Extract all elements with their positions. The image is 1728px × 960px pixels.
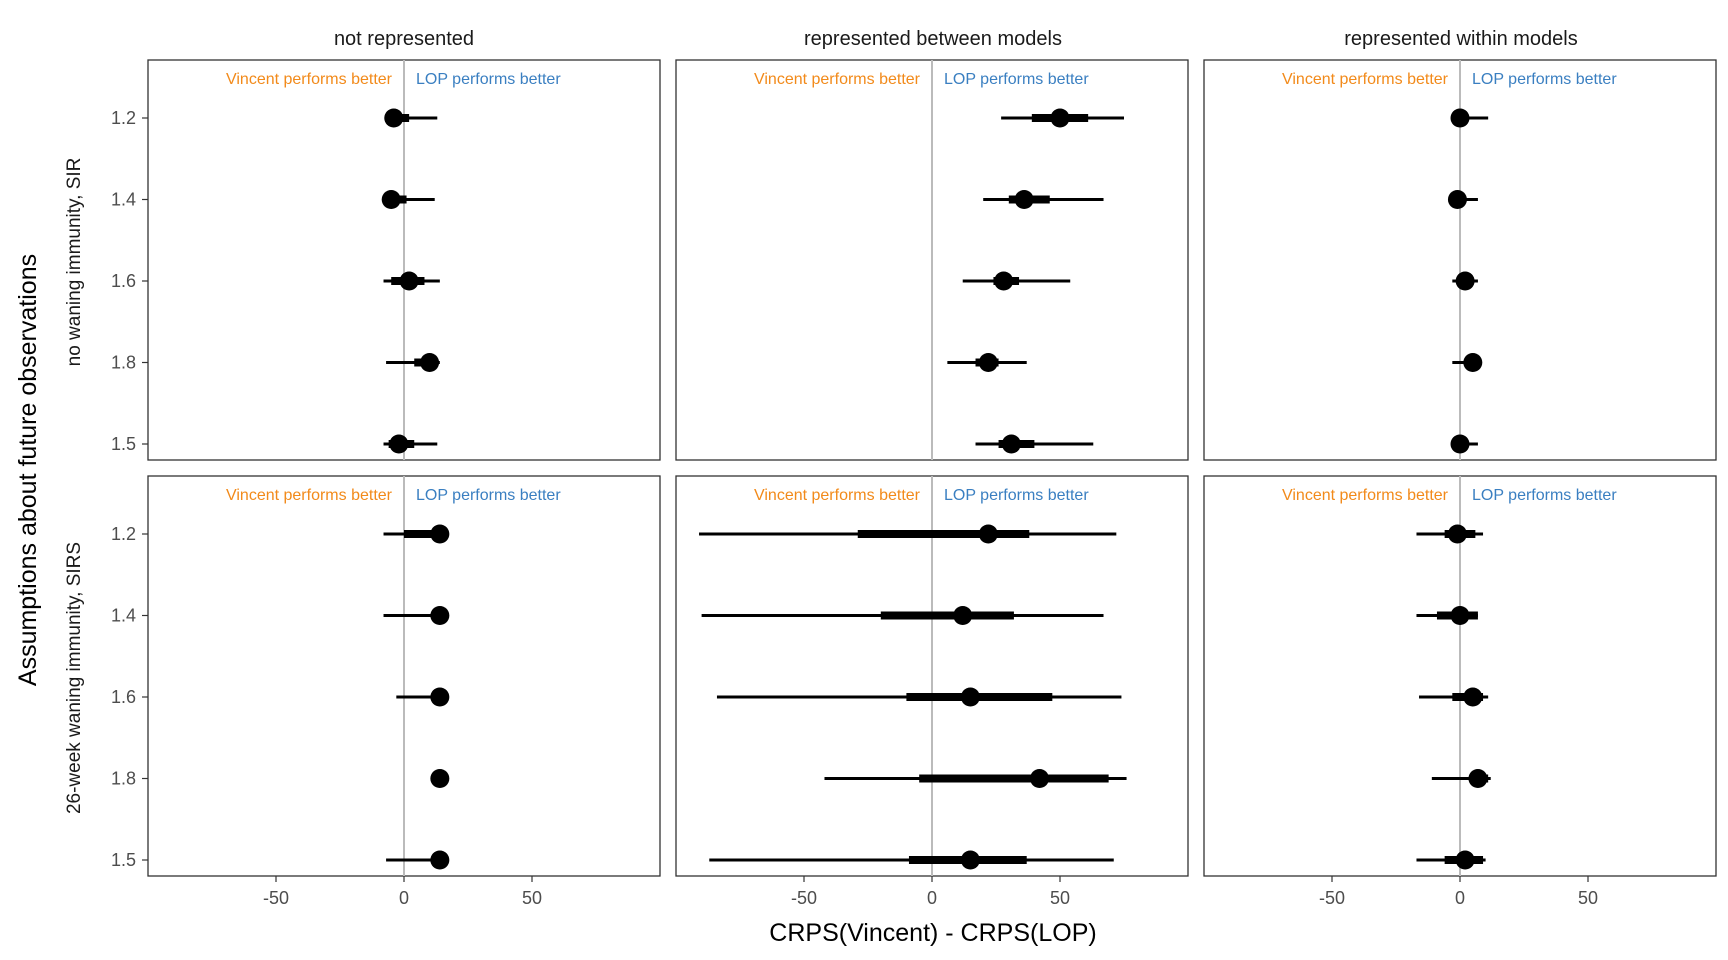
annotation-vincent-better: Vincent performs better (226, 71, 393, 88)
median-point (1448, 525, 1467, 544)
y-tick-label: 1.4 (111, 190, 136, 210)
panel-r0-c2: Vincent performs better LOP performs bett… (1204, 60, 1716, 460)
annotation-lop-better: LOP performs better (416, 487, 561, 504)
x-axis-title: CRPS(Vincent) - CRPS(LOP) (769, 919, 1096, 947)
median-point (400, 272, 419, 291)
median-point (1451, 109, 1470, 128)
annotation-lop-better: LOP performs better (1472, 487, 1617, 504)
y-tick-label: 1.6 (111, 271, 136, 291)
panel-r1-c1: Vincent performs better LOP performs bett… (676, 476, 1188, 908)
annotation-lop-better: LOP performs better (416, 71, 561, 88)
annotation-vincent-better: Vincent performs better (1282, 71, 1449, 88)
median-point (430, 525, 449, 544)
median-point (979, 525, 998, 544)
median-point (1456, 272, 1475, 291)
x-tick-label: 50 (522, 888, 542, 908)
median-point (1463, 353, 1482, 372)
y-tick-label: 1.2 (111, 524, 136, 544)
median-point (1451, 606, 1470, 625)
median-point (430, 688, 449, 707)
y-axis-title: Assumptions about future observations (14, 254, 42, 686)
annotation-vincent-better: Vincent performs better (1282, 487, 1449, 504)
median-point (1451, 435, 1470, 454)
annotation-vincent-better: Vincent performs better (754, 487, 921, 504)
median-point (994, 272, 1013, 291)
x-tick-label: -50 (1319, 888, 1345, 908)
x-tick-label: 50 (1578, 888, 1598, 908)
column-title-not-represented: not represented (334, 28, 474, 50)
median-point (1030, 769, 1049, 788)
median-point (953, 606, 972, 625)
row-title-sir: no waning immunity, SIR (64, 158, 85, 367)
x-tick-label: 50 (1050, 888, 1070, 908)
y-tick-label: 1.5 (111, 434, 136, 454)
median-point (1002, 435, 1021, 454)
panel-r0-c0: Vincent performs better LOP performs bett… (111, 60, 660, 460)
y-tick-label: 1.8 (111, 353, 136, 373)
column-title-within-models: represented within models (1344, 28, 1577, 50)
annotation-lop-better: LOP performs better (944, 487, 1089, 504)
y-tick-label: 1.4 (111, 606, 136, 626)
y-tick-label: 1.5 (111, 850, 136, 870)
median-point (1463, 688, 1482, 707)
x-tick-label: -50 (263, 888, 289, 908)
median-point (430, 851, 449, 870)
annotation-lop-better: LOP performs better (1472, 71, 1617, 88)
x-tick-label: 0 (399, 888, 409, 908)
median-point (430, 769, 449, 788)
median-point (1468, 769, 1487, 788)
median-point (979, 353, 998, 372)
row-title-sirs: 26-week waning immunity, SIRS (64, 542, 85, 814)
x-tick-label: 0 (1455, 888, 1465, 908)
column-title-between-models: represented between models (804, 28, 1062, 50)
median-point (961, 688, 980, 707)
panel-r1-c0: Vincent performs better LOP performs bett… (111, 476, 660, 908)
annotation-vincent-better: Vincent performs better (226, 487, 393, 504)
median-point (961, 851, 980, 870)
median-point (389, 435, 408, 454)
y-tick-label: 1.6 (111, 687, 136, 707)
median-point (1448, 190, 1467, 209)
median-point (384, 109, 403, 128)
annotation-lop-better: LOP performs better (944, 71, 1089, 88)
panel-r1-c2: Vincent performs better LOP performs bett… (1204, 476, 1716, 908)
median-point (430, 606, 449, 625)
x-tick-label: 0 (927, 888, 937, 908)
y-tick-label: 1.2 (111, 108, 136, 128)
panels-layer: Vincent performs better LOP performs bett… (111, 60, 1716, 908)
median-point (1051, 109, 1070, 128)
median-point (420, 353, 439, 372)
median-point (382, 190, 401, 209)
median-point (1015, 190, 1034, 209)
y-tick-label: 1.8 (111, 769, 136, 789)
panel-r0-c1: Vincent performs better LOP performs bett… (676, 60, 1188, 460)
annotation-vincent-better: Vincent performs better (754, 71, 921, 88)
median-point (1456, 851, 1475, 870)
x-tick-label: -50 (791, 888, 817, 908)
